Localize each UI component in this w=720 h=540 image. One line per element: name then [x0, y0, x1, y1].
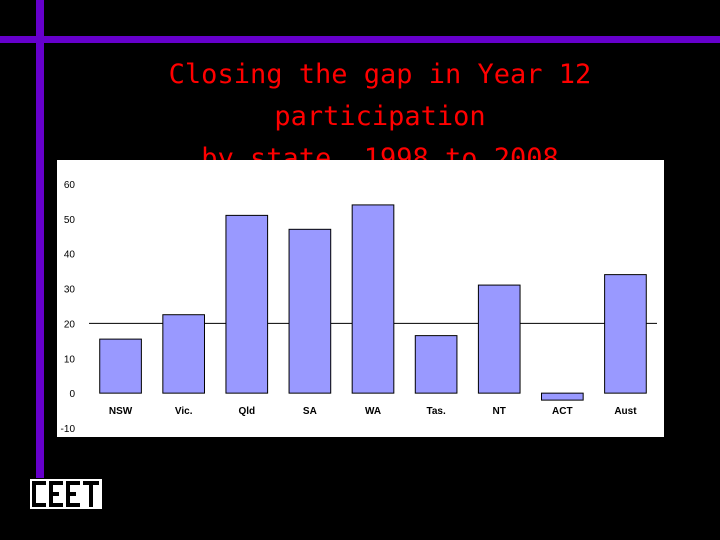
bar	[225, 214, 269, 394]
category-label: NSW	[109, 406, 133, 417]
y-tick-label: 50	[64, 215, 76, 226]
bar	[99, 338, 142, 394]
y-tick-label: 0	[69, 389, 75, 400]
bar-chart: -10 0 10 20 30 40 50 60 NSW Vic. Qld SA WA Tas. NT ACT A…	[61, 180, 657, 435]
vertical-accent-bar	[36, 0, 44, 478]
category-label: Vic.	[175, 406, 193, 417]
y-tick-label: 30	[64, 285, 76, 296]
chart-area: -10 0 10 20 30 40 50 60 NSW Vic. Qld SA WA Tas. NT ACT A…	[57, 160, 664, 437]
horizontal-accent-bar	[0, 36, 720, 43]
category-label: WA	[365, 406, 381, 417]
category-label: Tas.	[426, 406, 445, 417]
category-label: SA	[303, 406, 317, 417]
y-tick-label: 10	[64, 354, 76, 365]
y-tick-label: 60	[64, 180, 76, 191]
category-label: ACT	[552, 406, 573, 417]
bar	[351, 204, 395, 394]
category-label: NT	[493, 406, 506, 417]
bar	[414, 335, 458, 394]
bar	[162, 314, 205, 394]
bar	[604, 274, 647, 394]
y-tick-label: 40	[64, 250, 76, 261]
ceet-logo-icon	[30, 479, 102, 509]
category-label: Qld	[238, 406, 255, 417]
y-tick-label: 20	[64, 319, 76, 330]
bar	[541, 392, 584, 401]
bar	[477, 284, 521, 394]
slide-title-line-1: Closing the gap in Year 12 participation	[168, 59, 592, 132]
category-label: Aust	[614, 406, 637, 417]
y-tick-label: -10	[61, 424, 76, 435]
bar	[288, 228, 332, 394]
